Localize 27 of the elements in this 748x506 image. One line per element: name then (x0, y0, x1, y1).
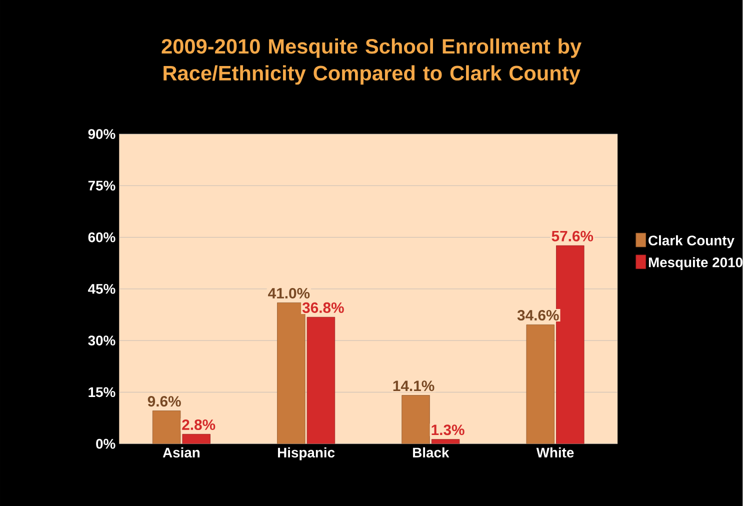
y-tick-label: 0% (96, 438, 116, 449)
x-tick-label: Asian (162, 447, 200, 458)
bar (182, 434, 210, 444)
data-label: 2.8% (182, 419, 216, 430)
y-tick-label: 60% (88, 232, 116, 242)
legend-label: Mesquite 2010 (648, 256, 742, 270)
y-tick-label: 90% (88, 128, 116, 139)
y-tick-label: 75% (88, 180, 116, 190)
bar (306, 316, 336, 444)
data-label: 36.8% (302, 302, 344, 313)
data-label: 34.6% (517, 310, 559, 320)
bar (526, 324, 554, 444)
data-label: 14.1% (393, 380, 434, 391)
data-label: 1.3% (432, 424, 464, 435)
data-label: 9.6% (148, 396, 181, 406)
x-tick-label: Black (413, 447, 450, 458)
chart-title: 2009-2010 Mesquite School Enrollment by Race/Ethnicity Compared to Clark County (162, 38, 582, 84)
y-tick-label: 45% (88, 284, 116, 294)
x-tick-label: Hispanic (278, 447, 335, 460)
y-tick-label: 30% (88, 335, 116, 346)
data-label: 41.0% (268, 288, 310, 298)
bar (402, 394, 430, 444)
y-tick-label: 15% (88, 387, 116, 397)
legend-label: Clark County (648, 235, 734, 248)
bar (152, 410, 181, 444)
data-label: 57.6% (552, 230, 594, 242)
x-tick-label: White (536, 447, 574, 458)
